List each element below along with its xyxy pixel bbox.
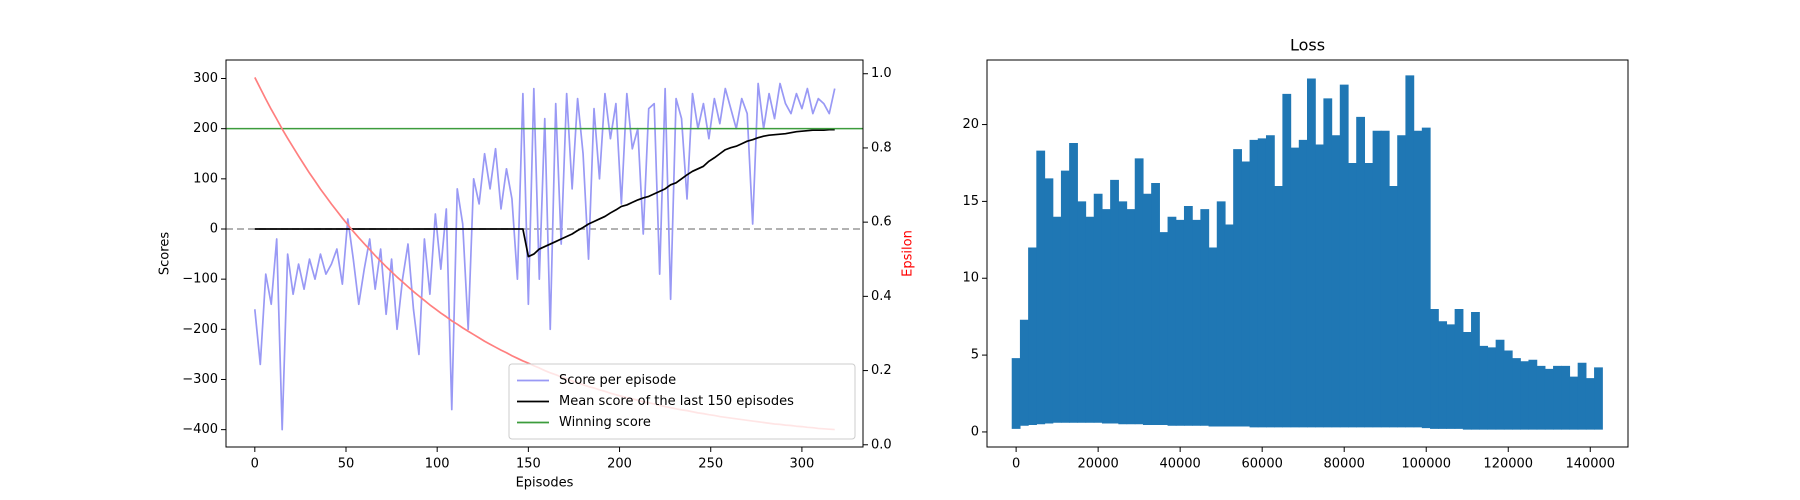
x-tick-label: 200 [607,457,632,472]
legend-label: Winning score [559,415,651,430]
x-tick-label: 250 [698,457,723,472]
plot-area [1011,75,1603,430]
x-tick-label: 100 [425,457,450,472]
legend-label: Score per episode [559,373,676,388]
y2-tick-label: 0.4 [871,289,892,304]
chart-title: Loss [1290,36,1325,55]
y-tick-label: −400 [182,422,218,437]
y-tick-label: −200 [182,322,218,337]
y2-axis-label: Epsilon [901,230,916,277]
x-tick-label: 300 [789,457,814,472]
x-tick-label: 20000 [1077,457,1118,472]
y2-tick-label: 0.8 [871,140,892,155]
x-tick-label: 60000 [1242,457,1283,472]
y-tick-label: 200 [193,121,218,136]
y-tick-label: −300 [182,372,218,387]
axes-frame [225,59,864,448]
x-tick-label: 100000 [1401,457,1451,472]
x-axis-label: Episodes [516,476,574,491]
x-tick-label: 80000 [1324,457,1365,472]
y2-tick-label: 0.0 [871,437,892,452]
legend-box [508,363,856,440]
legend-label: Mean score of the last 150 episodes [559,394,794,409]
y2-tick-label: 0.6 [871,215,892,230]
y-axis-label: Scores [158,232,173,275]
y-tick-label: −100 [182,272,218,287]
y-tick-label: 300 [193,71,218,86]
series-line [253,82,836,431]
x-tick-label: 50 [338,457,355,472]
y-tick-label: 10 [962,271,979,286]
y2-tick-label: 0.2 [871,363,892,378]
y-tick-label: 0 [971,424,979,439]
x-tick-label: 0 [1012,457,1020,472]
y-tick-label: 15 [962,194,979,209]
x-tick-label: 150 [516,457,541,472]
axes-frame [986,59,1629,448]
y-tick-label: 100 [193,171,218,186]
x-tick-label: 40000 [1159,457,1200,472]
x-tick-label: 0 [251,457,259,472]
x-tick-label: 140000 [1565,457,1615,472]
y-tick-label: 5 [971,348,979,363]
y-tick-label: 0 [210,221,218,236]
x-tick-label: 120000 [1483,457,1533,472]
y-tick-label: 20 [962,117,979,132]
y2-tick-label: 1.0 [871,66,892,81]
